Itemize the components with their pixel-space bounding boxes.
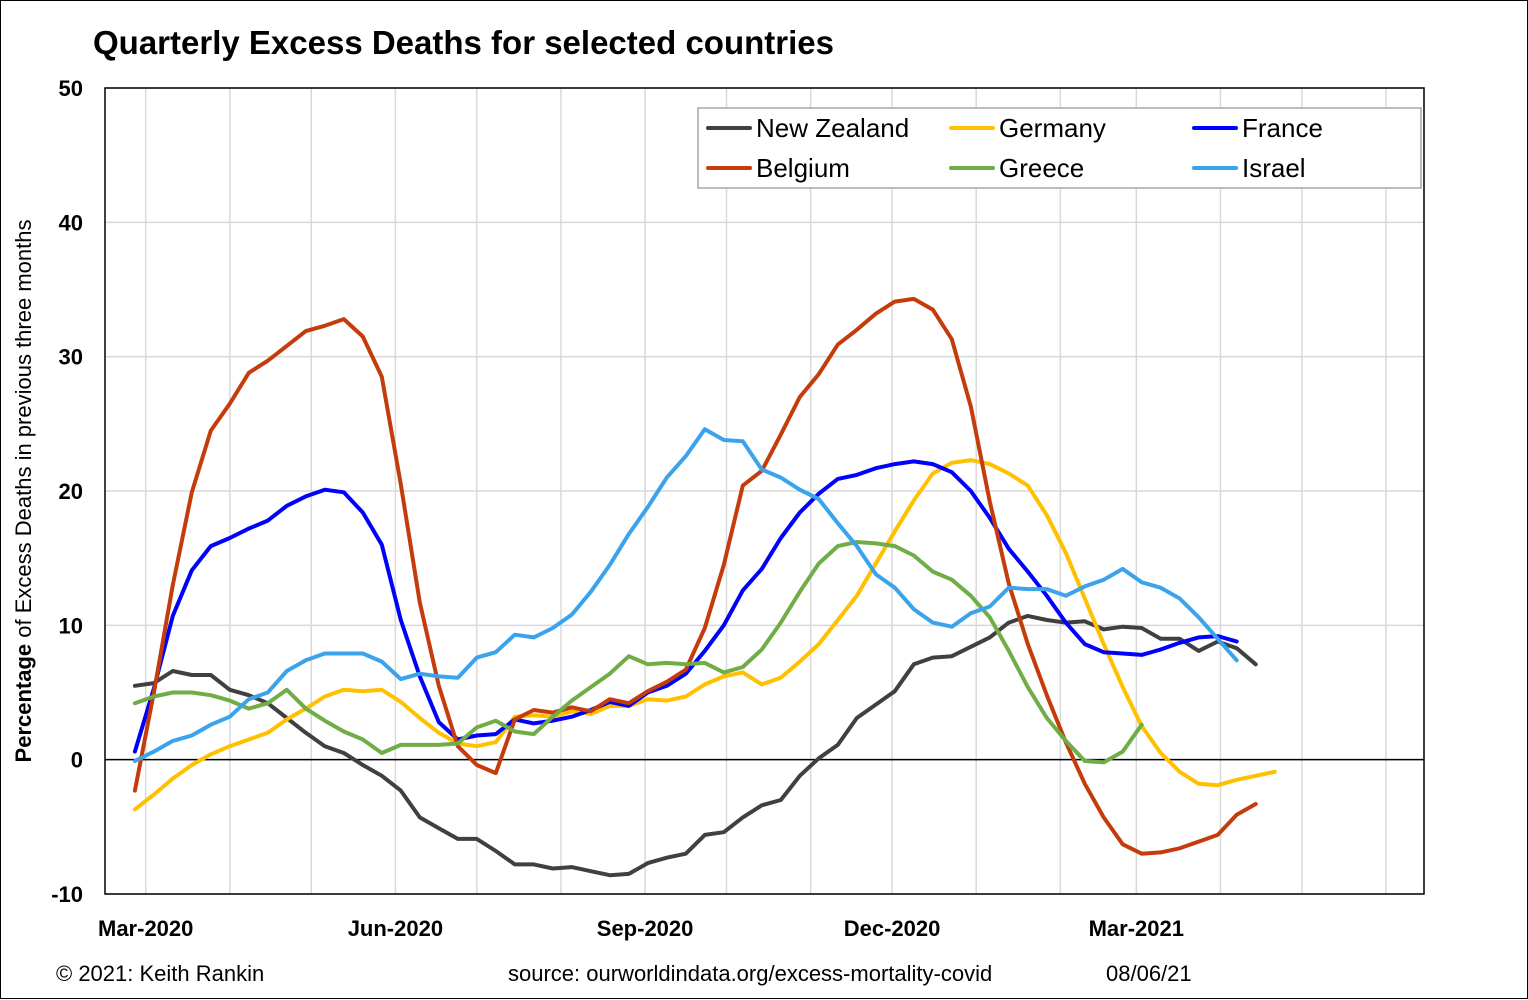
y-tick-label: 30 bbox=[59, 345, 83, 370]
y-tick-label: 0 bbox=[71, 748, 83, 773]
series-line-germany bbox=[132, 458, 1277, 812]
series-line-belgium bbox=[132, 296, 1258, 856]
y-tick-label: -10 bbox=[51, 882, 83, 907]
grid-layer bbox=[105, 87, 1424, 895]
plot-frame-layer bbox=[104, 87, 1425, 895]
y-tick-label: 20 bbox=[59, 479, 83, 504]
legend: New Zealand Germany France Belgium Greece Isr… bbox=[697, 107, 1422, 189]
tick-layer: -10 0 10 20 30 40 50 Mar-2020 Jun-2020 Sep-2020 De… bbox=[51, 76, 1184, 941]
series-line-new-zealand bbox=[132, 613, 1258, 878]
y-axis-label-bold: Percentage bbox=[11, 644, 36, 763]
legend-label-france: France bbox=[1242, 113, 1323, 143]
chart-title: Quarterly Excess Deaths for selected cou… bbox=[93, 24, 834, 61]
series-layer bbox=[132, 296, 1277, 878]
x-tick-label: Mar-2020 bbox=[98, 916, 193, 941]
y-tick-label: 40 bbox=[59, 210, 83, 235]
series-line-greece bbox=[132, 540, 1144, 765]
y-tick-label: 50 bbox=[59, 76, 83, 101]
legend-label-new-zealand: New Zealand bbox=[756, 113, 909, 143]
date-note: 08/06/21 bbox=[1106, 961, 1192, 986]
legend-label-greece: Greece bbox=[999, 153, 1084, 183]
x-tick-label: Sep-2020 bbox=[597, 916, 694, 941]
legend-label-israel: Israel bbox=[1242, 153, 1306, 183]
series-line-israel bbox=[132, 427, 1239, 763]
source-note: source: ourworldindata.org/excess-mortal… bbox=[508, 961, 992, 986]
y-axis-label-rest: of Excess Deaths in previous three month… bbox=[11, 220, 36, 644]
legend-label-belgium: Belgium bbox=[756, 153, 850, 183]
plot-area-border bbox=[104, 87, 1425, 895]
x-tick-label: Dec-2020 bbox=[844, 916, 941, 941]
x-tick-label: Jun-2020 bbox=[348, 916, 443, 941]
x-tick-label: Mar-2021 bbox=[1089, 916, 1184, 941]
legend-label-germany: Germany bbox=[999, 113, 1106, 143]
y-axis-label: Percentage of Excess Deaths in previous … bbox=[11, 220, 36, 763]
y-tick-label: 10 bbox=[59, 613, 83, 638]
series-line-france bbox=[132, 459, 1239, 754]
copyright-note: © 2021: Keith Rankin bbox=[56, 961, 264, 986]
legend-box bbox=[697, 107, 1422, 189]
